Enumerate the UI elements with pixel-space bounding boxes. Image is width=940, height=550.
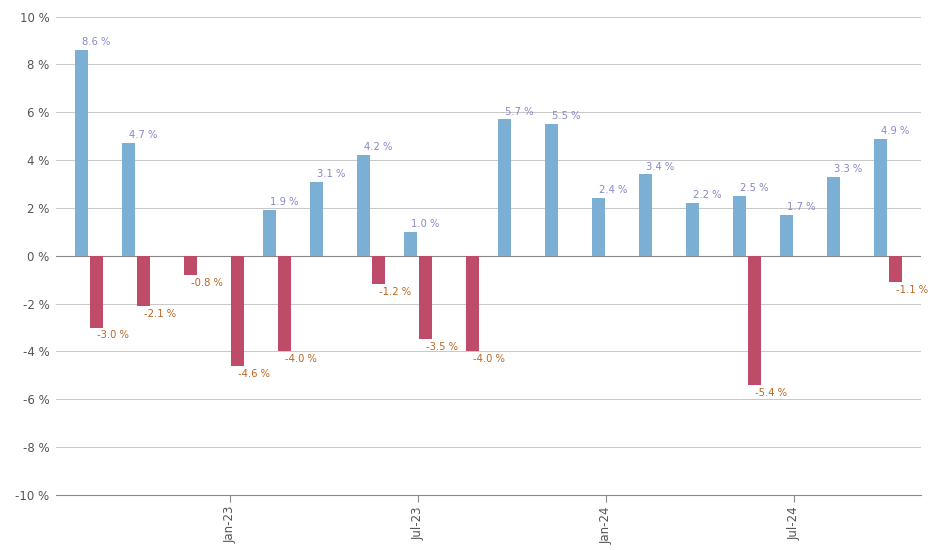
Bar [184,256,197,275]
Bar [733,196,746,256]
Bar [419,256,432,339]
Text: -4.0 %: -4.0 % [473,354,505,364]
Bar [404,232,417,256]
Bar [310,182,323,256]
Text: 2.2 %: 2.2 % [693,190,721,200]
Text: 3.3 %: 3.3 % [834,164,862,174]
Bar [498,119,511,256]
Bar [466,256,479,351]
Text: 3.4 %: 3.4 % [646,162,674,172]
Text: -0.8 %: -0.8 % [191,278,223,288]
Bar [90,256,103,328]
Text: 1.0 %: 1.0 % [411,219,439,229]
Text: 4.2 %: 4.2 % [364,142,392,152]
Bar [137,256,150,306]
Text: -3.0 %: -3.0 % [97,331,129,340]
Bar [263,210,276,256]
Bar [592,199,605,256]
Bar [748,256,761,385]
Bar [357,155,370,256]
Text: -4.6 %: -4.6 % [238,368,270,379]
Text: 4.7 %: 4.7 % [129,130,157,140]
Text: 5.7 %: 5.7 % [505,107,533,117]
Bar [874,139,887,256]
Text: 4.9 %: 4.9 % [881,125,909,136]
Bar [122,144,135,256]
Text: 2.4 %: 2.4 % [599,185,627,195]
Text: -1.2 %: -1.2 % [379,287,411,298]
Bar [278,256,291,351]
Bar [545,124,558,256]
Bar [686,203,699,256]
Text: 1.9 %: 1.9 % [270,197,298,207]
Bar [639,174,652,256]
Text: -4.0 %: -4.0 % [285,354,317,364]
Text: 5.5 %: 5.5 % [552,111,580,122]
Text: -3.5 %: -3.5 % [426,342,458,353]
Bar [372,256,385,284]
Text: -2.1 %: -2.1 % [144,309,176,319]
Bar [780,215,793,256]
Bar [231,256,244,366]
Bar [75,50,88,256]
Text: 3.1 %: 3.1 % [317,169,345,179]
Text: -5.4 %: -5.4 % [755,388,787,398]
Text: 2.5 %: 2.5 % [740,183,768,193]
Bar [827,177,840,256]
Text: 8.6 %: 8.6 % [82,37,110,47]
Text: 1.7 %: 1.7 % [787,202,815,212]
Bar [889,256,902,282]
Text: -1.1 %: -1.1 % [896,285,928,295]
